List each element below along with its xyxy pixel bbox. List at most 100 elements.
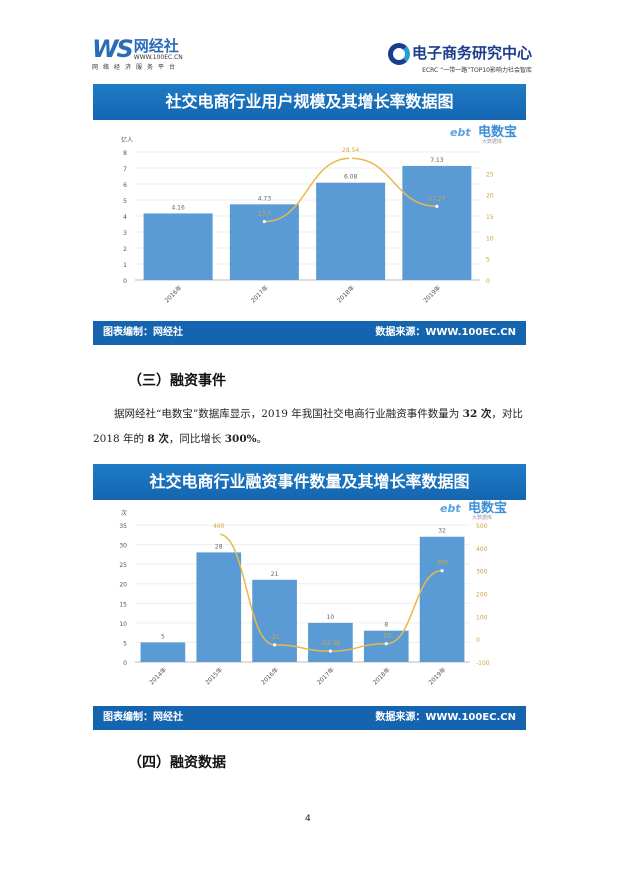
ecrc-mark-icon <box>387 42 410 65</box>
bar-value-label: 7.13 <box>430 157 444 164</box>
growth-rate-point <box>435 204 439 208</box>
growth-rate-label: 460 <box>213 523 225 530</box>
watermark-name: 电数宝 <box>478 124 517 140</box>
y-tick-label: 0 <box>123 660 127 667</box>
growth-rate-point <box>349 156 353 160</box>
logo-name: 网经社 <box>133 37 179 55</box>
bar-value-label: 28 <box>215 543 223 550</box>
y-axis-label: 次 <box>121 509 127 517</box>
x-tick-label: 2019年 <box>427 666 448 687</box>
user-scale-chart: 0 1 2 3 4 5 6 7 8 0 5 10 15 20 25 亿人 4.16 2016年 4.73 2017年 6… <box>121 124 517 305</box>
bar-value-label: 6.08 <box>344 174 358 181</box>
watermark-logo-icon: ebt <box>440 502 461 515</box>
y-tick-label: 0 <box>123 278 127 285</box>
highlight-value: 32 次 <box>462 408 492 420</box>
y-tick-label: 30 <box>119 543 127 550</box>
highlight-value: 8 次 <box>147 433 169 445</box>
growth-rate-label: 17.27 <box>428 195 445 202</box>
bar <box>316 182 386 280</box>
y-tick-label: 2 <box>123 246 127 253</box>
y-tick-label: 1 <box>123 262 127 269</box>
x-tick-label: 2019年 <box>422 284 443 305</box>
x-tick-label: 2016年 <box>259 666 280 687</box>
chart-compiler: 图表编制：网经社 <box>103 327 183 338</box>
bar-value-label: 4.73 <box>258 195 272 202</box>
y-tick-label: 25 <box>119 562 127 569</box>
y2-tick-label: 300 <box>476 569 488 576</box>
bar <box>143 213 213 280</box>
section-heading: （三）融资事件 <box>128 373 226 389</box>
y2-tick-label: 100 <box>476 614 488 621</box>
x-tick-label: 2017年 <box>249 284 270 305</box>
growth-rate-label: -52.38 <box>321 640 341 647</box>
y-tick-label: 4 <box>123 214 127 221</box>
ecrc-logo: 电子商务研究中心 ECRC “一带一路”TOP10影响力社会智库 <box>387 42 532 74</box>
y2-tick-label: 20 <box>486 193 494 200</box>
y2-tick-label: 500 <box>476 523 488 530</box>
watermark-sub: 大数据库 <box>482 138 502 145</box>
x-tick-label: 2018年 <box>335 284 356 305</box>
y2-tick-label: 0 <box>486 278 490 285</box>
logo-abbr: ECRC <box>422 66 439 74</box>
y2-tick-label: 0 <box>476 637 480 644</box>
x-tick-label: 2016年 <box>163 284 184 305</box>
bar <box>419 536 465 662</box>
y-tick-label: 5 <box>123 640 127 647</box>
watermark-logo-icon: ebt <box>450 126 471 139</box>
growth-rate-label: 13.7 <box>258 211 272 218</box>
bar <box>140 642 186 662</box>
bar <box>229 204 299 280</box>
data-source: 数据来源：WWW.100EC.CN <box>375 327 516 338</box>
highlight-value: 300% <box>224 433 257 445</box>
watermark-sub: 大数据库 <box>472 514 492 521</box>
section-paragraph: 据网经社“电数宝”数据库显示，2019 年我国社交电商行业融资事件数量为 32 … <box>93 402 528 452</box>
x-tick-label: 2018年 <box>371 666 392 687</box>
y-tick-label: 6 <box>123 182 127 189</box>
bar-value-label: 4.16 <box>171 204 185 211</box>
x-tick-label: 2014年 <box>148 666 169 687</box>
text-run: ，对比 2018 年的 <box>93 408 523 445</box>
y2-tick-label: 400 <box>476 546 488 553</box>
x-tick-label: 2015年 <box>203 666 224 687</box>
growth-rate-point <box>262 219 266 224</box>
y-axis-label: 亿人 <box>121 136 133 144</box>
logo-name: 电子商务研究中心 <box>411 44 532 62</box>
y2-tick-label: -100 <box>476 660 490 667</box>
financing-events-chart: 0 5 10 15 20 25 30 35 -100 0 100 200 300 400 500 次 5 2014… <box>119 500 507 687</box>
data-source: 数据来源：WWW.100EC.CN <box>375 712 516 723</box>
y-tick-label: 3 <box>123 230 127 237</box>
y-tick-label: 15 <box>119 601 127 608</box>
growth-rate-label: 28.54 <box>342 147 359 154</box>
chart-compiler: 图表编制：网经社 <box>103 712 183 723</box>
bar-value-label: 10 <box>327 614 335 621</box>
y2-tick-label: 25 <box>486 171 494 178</box>
bar <box>308 622 353 662</box>
y2-tick-label: 15 <box>486 214 494 221</box>
bar-value-label: 21 <box>271 571 279 578</box>
bar <box>402 165 472 280</box>
y2-tick-label: 5 <box>486 257 490 264</box>
growth-rate-point <box>272 643 277 647</box>
chart2-title-banner: 社交电商行业融资事件数量及其增长率数据图 <box>93 464 526 500</box>
bar-value-label: 32 <box>438 528 446 535</box>
growth-rate-label: 300 <box>436 560 448 567</box>
section-heading: （四）融资数据 <box>128 755 226 771</box>
growth-rate-point <box>217 532 221 536</box>
text-run: 据网经社“电数宝”数据库显示，2019 年我国社交电商行业融资事件数量为 <box>114 408 463 420</box>
wangjingshe-logo: WS 网经社 WWW.100EC.CN 网络经济服务平台 <box>92 36 183 72</box>
watermark-name: 电数宝 <box>468 500 507 516</box>
y-tick-label: 5 <box>123 198 127 205</box>
logo-url: WWW.100EC.CN <box>133 54 183 61</box>
chart1-title-banner: 社交电商行业用户规模及其增长率数据图 <box>93 84 526 120</box>
bar-value-label: 8 <box>384 622 388 629</box>
chart1-footer: 图表编制：网经社 数据来源：WWW.100EC.CN <box>93 321 526 345</box>
y-tick-label: 8 <box>123 150 127 157</box>
growth-rate-point <box>440 569 444 573</box>
growth-rate-point <box>384 642 388 646</box>
y2-tick-label: 200 <box>476 592 488 599</box>
growth-rate-label: -20 <box>381 633 391 640</box>
y-tick-label: 10 <box>119 621 127 628</box>
y-tick-label: 20 <box>119 582 127 589</box>
y-tick-label: 35 <box>119 523 127 530</box>
y2-tick-label: 10 <box>486 235 494 242</box>
